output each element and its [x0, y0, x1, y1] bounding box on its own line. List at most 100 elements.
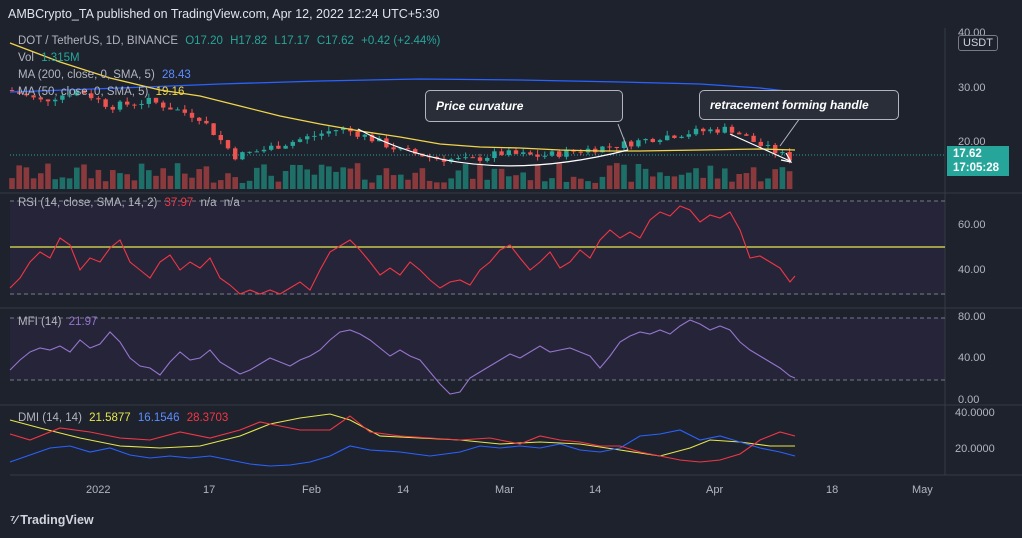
ma200-legend[interactable]: MA (200, close, 0, SMA, 5) 28.43 [18, 69, 195, 81]
volume-bars [9, 163, 793, 189]
volume-bar [606, 165, 613, 189]
mfi-legend[interactable]: MFI (14) 21.97 [18, 316, 101, 328]
candle-body [74, 90, 79, 96]
volume-bar [635, 164, 642, 189]
volume-bar [340, 167, 346, 189]
candle-body [463, 157, 468, 159]
candle-body [600, 146, 605, 153]
candle-body [715, 129, 720, 133]
candle-body [643, 138, 648, 141]
volume-bar [146, 170, 152, 189]
handle-pointer [779, 117, 801, 147]
volume-bar [81, 164, 87, 189]
tradingview-logo[interactable]: ⁷∕ TradingView [10, 513, 94, 527]
candle-body [45, 99, 51, 102]
volume-bar [628, 181, 634, 189]
candle-body [485, 158, 490, 161]
rsi-na-2: n/a [223, 197, 240, 209]
volume-bar [203, 166, 210, 189]
volume-bar [311, 174, 318, 189]
curvature-arc [357, 128, 629, 167]
volume-bar [225, 173, 231, 189]
dmi-tick-20: 20.0000 [955, 443, 995, 455]
volume-bar [448, 178, 454, 189]
candle-body [218, 135, 223, 141]
candle-body [765, 144, 771, 146]
candle-body [161, 102, 166, 108]
mfi-line [9, 319, 796, 395]
time-tick-apr: Apr [706, 484, 724, 496]
symbol-legend[interactable]: DOT / TetherUS, 1D, BINANCE O17.20 H17.8… [18, 35, 444, 47]
candle-body [614, 146, 619, 149]
candle-body [621, 141, 627, 149]
currency-button[interactable]: USDT [958, 35, 998, 51]
volume-bar [758, 181, 764, 189]
volume-bar [131, 180, 138, 189]
candle-body [398, 148, 403, 150]
candle-body [204, 120, 209, 124]
volume-bar [592, 182, 598, 189]
volume-bar [642, 168, 649, 189]
volume-bar [434, 182, 440, 189]
volume-bar [657, 172, 663, 189]
rsi-na-1: n/a [200, 197, 217, 209]
ohlc-low: L17.17 [274, 35, 310, 47]
candle-body [787, 152, 792, 161]
dmi-legend[interactable]: DMI (14, 14) 21.5877 16.1546 28.3703 [18, 412, 232, 424]
ohlc-open: O17.20 [185, 35, 223, 47]
price-curvature-callout[interactable]: Price curvature [425, 90, 623, 122]
volume-bar [239, 182, 246, 189]
volume-legend[interactable]: Vol 1.315M [18, 52, 84, 64]
candle-body [456, 157, 461, 160]
candle-body [38, 97, 43, 100]
volume-bar [117, 173, 123, 189]
ohlc-close: C17.62 [316, 35, 354, 47]
volume-bar [88, 178, 94, 189]
mfi-tick-80: 80.00 [958, 311, 986, 323]
candle-body [125, 101, 130, 105]
candle-body [549, 151, 555, 156]
volume-bar [23, 167, 30, 189]
candle-body [24, 93, 29, 96]
volume-bar [304, 169, 310, 189]
volume-bar [412, 172, 418, 189]
candle-body [535, 154, 540, 157]
rsi-legend[interactable]: RSI (14, close, SMA, 14, 2) 37.97 n/a n/… [18, 197, 244, 209]
volume-bar [182, 173, 188, 189]
dmi-adx-value: 21.5877 [89, 412, 131, 424]
volume-bar [74, 167, 80, 189]
volume-bar [707, 165, 714, 189]
rsi-tick-40: 40.00 [958, 264, 986, 276]
candle-body [607, 146, 612, 148]
volume-bar [383, 168, 390, 189]
candle-body [513, 150, 519, 154]
volume-bar [38, 173, 44, 189]
candle-body [139, 103, 144, 105]
candle-body [564, 149, 569, 157]
volume-bar [585, 181, 591, 189]
volume-bar [556, 163, 562, 189]
volume-bar [786, 171, 793, 189]
rsi-label: RSI (14, close, SMA, 14, 2) [18, 197, 158, 209]
volume-bar [743, 173, 750, 189]
candle-body [60, 95, 65, 100]
retracement-callout[interactable]: retracement forming handle [699, 90, 899, 120]
candle-body [708, 129, 713, 132]
volume-bar [455, 170, 462, 189]
candle-body [341, 128, 346, 131]
ma50-value: 19.16 [155, 86, 185, 98]
volume-bar [700, 177, 706, 189]
candle-body [31, 95, 36, 98]
volume-bar [506, 176, 512, 189]
time-tick-14a: 14 [397, 484, 410, 496]
volume-bar [578, 178, 584, 189]
ma200-line [9, 78, 823, 96]
ma50-legend[interactable]: MA (50, close, 0, SMA, 5) 19.16 [18, 86, 188, 98]
volume-bar [714, 178, 721, 189]
candle-body [269, 145, 274, 150]
candle-body [737, 132, 742, 135]
dmi-minus-line [9, 415, 796, 463]
candle-body [751, 135, 756, 142]
handle-arrow-head [780, 152, 793, 163]
candle-body [175, 109, 180, 111]
